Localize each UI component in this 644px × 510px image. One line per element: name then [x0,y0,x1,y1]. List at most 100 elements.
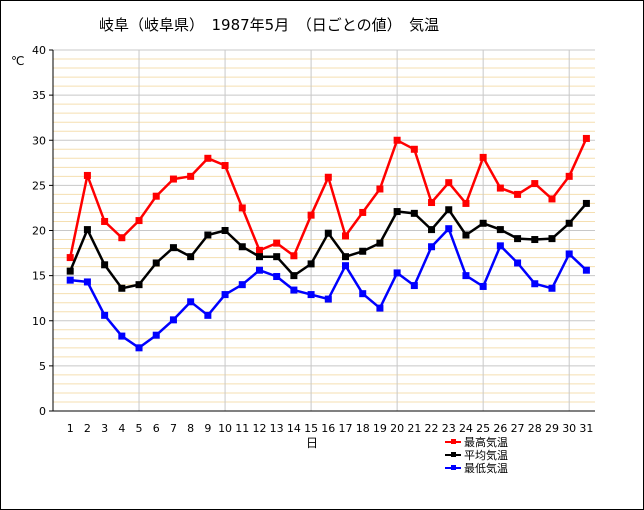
data-point [152,259,160,267]
data-point [273,253,281,261]
x-tick-label: 6 [153,422,160,435]
x-tick-label: 10 [218,422,232,435]
data-point [359,208,367,216]
x-tick-label: 20 [390,422,404,435]
data-point [445,206,453,214]
data-point [410,209,418,217]
data-point [565,250,573,258]
data-point [359,247,367,255]
x-tick-label: 4 [118,422,125,435]
data-point [255,253,263,261]
data-point [152,331,160,339]
y-tick-label: 5 [39,360,46,373]
x-tick-label: 25 [476,422,490,435]
data-point [496,226,504,234]
data-point [101,261,109,269]
x-tick-label: 17 [339,422,353,435]
data-point [342,232,350,240]
data-point [393,269,401,277]
data-point [290,286,298,294]
data-point [582,134,590,142]
data-point [410,145,418,153]
data-point [290,252,298,260]
data-point [101,311,109,319]
data-point [204,311,212,319]
data-point [118,234,126,242]
data-point [548,284,556,292]
data-point [83,226,91,234]
x-tick-label: 30 [562,422,576,435]
y-tick-label: 40 [32,44,46,57]
data-point [548,235,556,243]
x-tick-label: 9 [204,422,211,435]
data-point [393,136,401,144]
data-point [479,282,487,290]
data-point [204,231,212,239]
data-point [410,282,418,290]
x-tick-label: 3 [101,422,108,435]
data-point [582,199,590,207]
data-point [273,273,281,281]
minor-gridlines [53,58,595,403]
data-point [342,262,350,270]
data-point [324,229,332,237]
data-point [187,172,195,180]
data-point [290,272,298,280]
x-tick-label: 18 [356,422,370,435]
data-point [462,199,470,207]
data-point [221,291,229,299]
data-point [445,225,453,233]
series-min [66,225,590,352]
x-tick-label: 23 [442,422,456,435]
x-tick-label: 16 [321,422,335,435]
x-tick-label: 5 [136,422,143,435]
x-tick-label: 29 [545,422,559,435]
x-tick-label: 24 [459,422,473,435]
data-point [531,280,539,288]
data-point [324,173,332,181]
data-point [514,190,522,198]
legend-label-mean: 平均気温 [464,448,508,462]
data-point [152,192,160,200]
x-tick-label: 11 [235,422,249,435]
data-point [66,254,74,262]
x-tick-label: 12 [252,422,266,435]
data-point [445,179,453,187]
y-tick-label: 25 [32,179,46,192]
x-tick-label: 21 [407,422,421,435]
series-max [66,134,590,262]
data-point [238,243,246,251]
x-tick-label: 19 [373,422,387,435]
data-point [582,266,590,274]
data-point [66,276,74,284]
y-tick-label: 10 [32,315,46,328]
data-point [221,227,229,234]
series-mean [66,199,590,292]
data-point [479,219,487,227]
legend-swatch-mean [445,450,461,459]
data-point [169,316,177,324]
data-point [273,239,281,247]
x-tick-label: 28 [528,422,542,435]
x-tick-label: 13 [270,422,284,435]
y-tick-label: 0 [39,405,46,418]
legend-item-mean: 平均気温 [445,448,508,462]
x-tick-label: 26 [493,422,507,435]
data-point [531,180,539,188]
y-axis-unit-label: ℃ [11,54,25,68]
data-point [221,162,229,170]
y-tick-labels: 0 5 10 15 20 25 30 35 40 [32,44,46,418]
x-tick-label: 22 [425,422,439,435]
data-point [531,236,539,244]
data-point [565,172,573,180]
y-tick-label: 20 [32,225,46,238]
legend-item-max: 最高気温 [445,435,508,449]
data-point [118,332,126,340]
x-tick-label: 1 [67,422,74,435]
data-point [548,195,556,203]
y-tick-label: 35 [32,89,46,102]
data-point [479,153,487,161]
x-tick-label: 8 [187,422,194,435]
